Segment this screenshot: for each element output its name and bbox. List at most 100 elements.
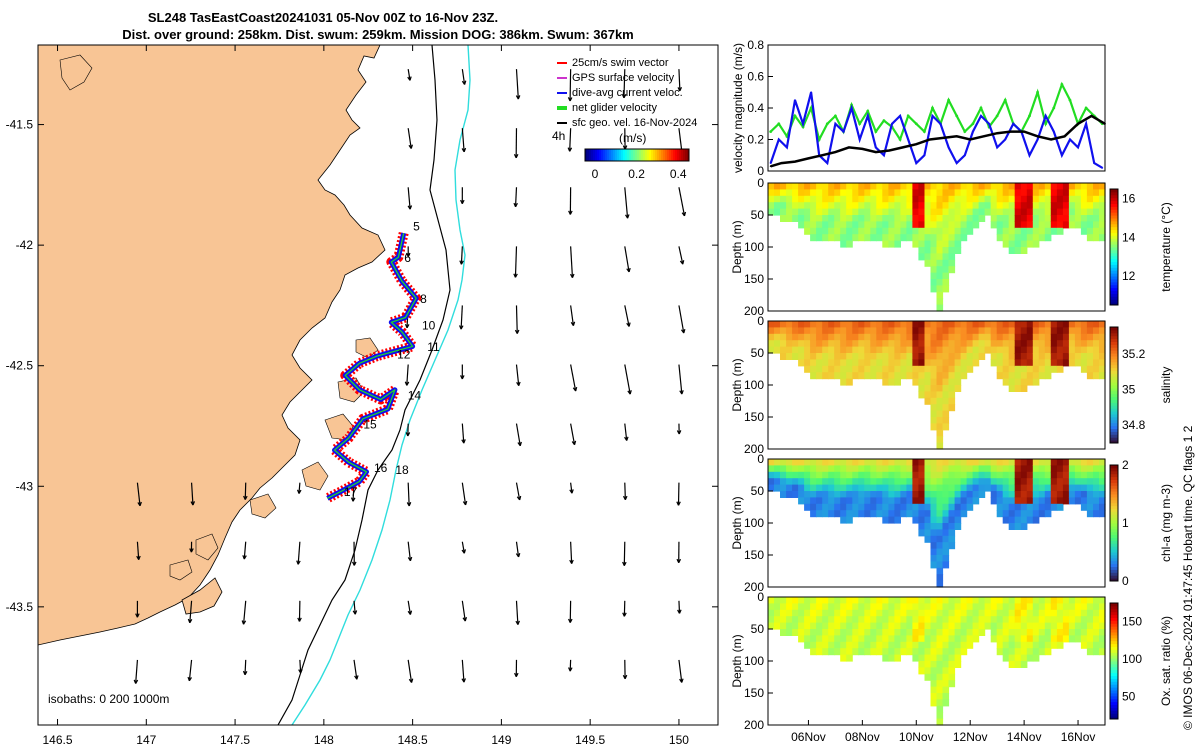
section-cell	[1008, 478, 1016, 486]
section-cell	[846, 497, 853, 505]
section-cell	[816, 195, 823, 203]
velocity-arrow	[622, 659, 628, 680]
section-cell	[972, 635, 980, 643]
section-cell	[996, 478, 1004, 486]
section-cell	[882, 459, 889, 466]
section-cell	[822, 321, 829, 328]
section-cell	[834, 629, 841, 636]
section-colorbar-cell	[1110, 629, 1118, 633]
section-cell	[1026, 359, 1034, 367]
section-cell	[930, 680, 938, 688]
velocity-point	[802, 122, 804, 125]
section-cell	[984, 333, 992, 341]
section-cell	[780, 622, 787, 630]
section-cell	[828, 510, 835, 518]
section-cell	[798, 459, 805, 466]
section-colorbar-tick: 1	[1122, 516, 1129, 530]
section-colorbar-tick: 150	[1122, 615, 1142, 629]
section-colorbar-cell	[1110, 440, 1118, 444]
section-cell	[894, 202, 901, 210]
section-colorbar-cell	[1110, 399, 1118, 403]
section-cell	[876, 597, 883, 604]
section-cell	[1050, 597, 1058, 604]
section-colorbar-cell	[1110, 557, 1118, 562]
velocity-point	[1028, 114, 1031, 118]
section-cell	[894, 654, 901, 662]
depth-tick-label: 150	[744, 272, 764, 286]
section-cell	[1080, 641, 1088, 649]
section-cell	[990, 629, 998, 636]
section-cell	[930, 346, 938, 354]
section-cell	[984, 471, 992, 479]
colorbar-cell	[615, 149, 618, 161]
section-cell	[876, 641, 883, 649]
section-cell	[846, 195, 853, 203]
section-cell	[804, 622, 811, 630]
section-cell	[960, 616, 968, 624]
section-cell	[870, 227, 877, 235]
section-cell	[1020, 661, 1028, 668]
section-cell	[834, 609, 841, 617]
section-cell	[924, 259, 932, 267]
section-cell	[864, 327, 871, 335]
section-cell	[912, 234, 919, 242]
arrow-head	[242, 555, 247, 560]
section-cell	[990, 333, 998, 341]
section-colorbar-cell	[1110, 281, 1118, 286]
section-cell	[978, 484, 986, 492]
section-cell	[798, 484, 805, 492]
section-cell	[810, 227, 817, 235]
section-cell	[1056, 221, 1064, 229]
section-cell	[954, 622, 962, 630]
section-cell	[852, 459, 859, 466]
section-colorbar-cell	[1110, 681, 1118, 685]
section-cell	[954, 372, 962, 380]
section-cell	[1068, 333, 1076, 341]
section-cell	[840, 597, 847, 604]
section-cell	[906, 202, 913, 210]
section-cell	[912, 497, 919, 505]
section-cell	[996, 465, 1004, 473]
velocity-arrow	[622, 482, 628, 501]
section-cell	[780, 353, 787, 360]
section-cell	[1099, 346, 1106, 354]
section-cell	[1038, 465, 1046, 473]
section-cell	[882, 321, 889, 328]
section-cell	[816, 510, 823, 518]
section-cell	[972, 346, 980, 354]
section-colorbar-cell	[1110, 353, 1118, 357]
section-cell	[852, 609, 859, 617]
arrow-head	[461, 549, 467, 554]
section-cell	[804, 503, 811, 511]
section-cell	[858, 648, 865, 656]
section-colorbar-cell	[1110, 416, 1118, 421]
arrow-head	[680, 328, 686, 334]
section-cell	[1099, 189, 1106, 197]
section-cell	[912, 603, 919, 611]
section-cell	[1068, 459, 1076, 466]
section-cell	[1014, 234, 1022, 242]
section-cell	[966, 465, 974, 473]
section-cell	[924, 208, 932, 216]
section-cell	[840, 234, 847, 242]
section-cell	[834, 510, 841, 518]
section-cell	[1038, 609, 1046, 617]
arrow-head	[679, 260, 685, 265]
section-cell	[864, 359, 871, 367]
section-cell	[870, 648, 877, 656]
section-cell	[1074, 359, 1082, 367]
section-cell	[1038, 510, 1046, 518]
section-cell	[1014, 215, 1022, 222]
section-cell	[774, 195, 781, 203]
section-cell	[810, 510, 817, 518]
section-colorbar-cell	[1110, 710, 1118, 714]
velocity-point	[1093, 162, 1096, 165]
section-cell	[990, 208, 998, 216]
velocity-ytick-label: 0.6	[747, 70, 764, 84]
section-cell	[942, 661, 950, 668]
section-cell	[1074, 202, 1082, 210]
arrow-shaft	[570, 423, 576, 445]
section-cell	[924, 622, 932, 630]
section-cell	[1093, 616, 1100, 624]
velocity-arrow	[406, 482, 412, 507]
